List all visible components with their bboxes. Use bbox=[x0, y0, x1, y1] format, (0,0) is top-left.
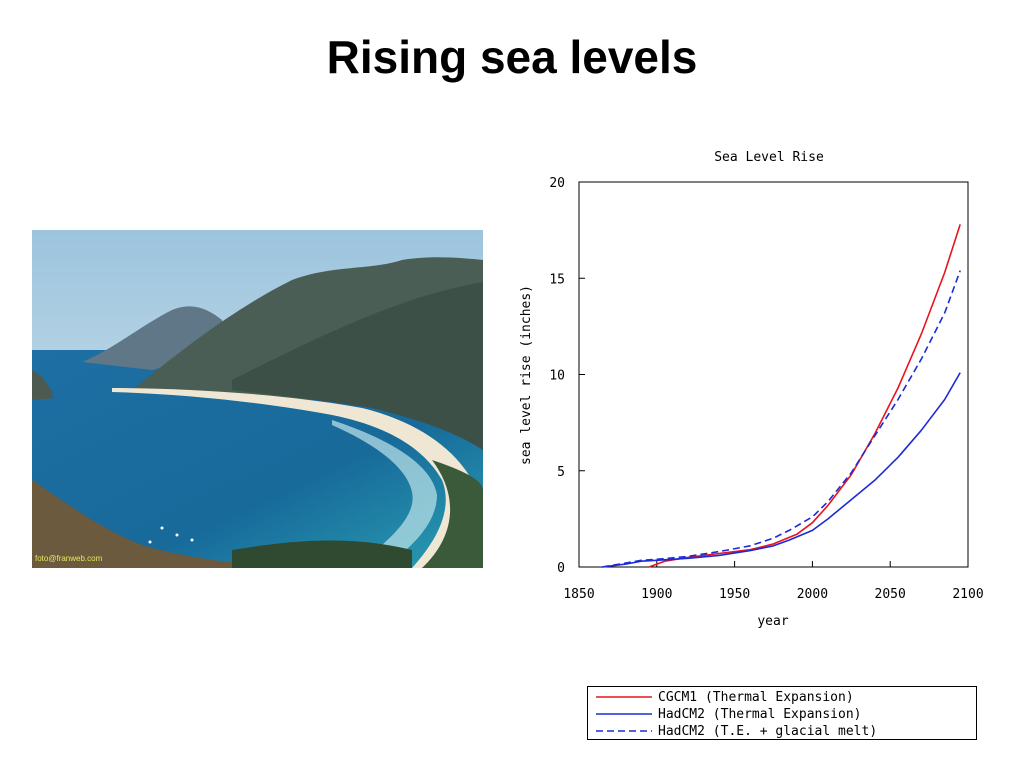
x-axis-ticks: 1850 1900 1950 2000 2050 2100 bbox=[563, 561, 984, 602]
y-tick-label: 20 bbox=[549, 176, 565, 191]
x-tick-label: 1950 bbox=[719, 587, 750, 602]
coastal-photo-image bbox=[32, 230, 483, 568]
y-axis-label: sea level rise (inches) bbox=[519, 285, 534, 465]
legend-swatch-red-solid bbox=[596, 696, 652, 698]
x-tick-label: 1850 bbox=[563, 587, 594, 602]
chart-title: Sea Level Rise bbox=[714, 150, 824, 165]
y-axis-ticks: 0 5 10 15 20 bbox=[549, 176, 585, 576]
legend-swatch-blue-solid bbox=[596, 713, 652, 715]
legend-label: CGCM1 (Thermal Expansion) bbox=[658, 689, 854, 705]
legend-item-cgcm1: CGCM1 (Thermal Expansion) bbox=[596, 688, 854, 706]
legend-swatch-blue-dashed bbox=[596, 730, 652, 732]
legend-item-hadcm2-te: HadCM2 (Thermal Expansion) bbox=[596, 705, 862, 723]
x-tick-label: 2050 bbox=[875, 587, 906, 602]
x-tick-label: 1900 bbox=[641, 587, 672, 602]
y-tick-label: 0 bbox=[557, 561, 565, 576]
legend-label: HadCM2 (T.E. + glacial melt) bbox=[658, 723, 878, 739]
sea-level-chart: Sea Level Rise 0 5 10 15 20 1850 1900 1950 2000… bbox=[510, 140, 1010, 640]
series-line-0 bbox=[648, 224, 961, 568]
slide-title: Rising sea levels bbox=[326, 31, 698, 83]
y-tick-label: 5 bbox=[557, 465, 565, 480]
y-tick-label: 10 bbox=[549, 369, 565, 384]
x-tick-label: 2000 bbox=[797, 587, 828, 602]
legend-item-hadcm2-glacial: HadCM2 (T.E. + glacial melt) bbox=[596, 722, 877, 740]
legend-label: HadCM2 (Thermal Expansion) bbox=[658, 706, 862, 722]
y-tick-label: 15 bbox=[549, 272, 565, 287]
plot-frame bbox=[578, 181, 969, 568]
series-lines bbox=[602, 224, 961, 568]
series-line-1 bbox=[602, 372, 961, 568]
series-line-2 bbox=[602, 270, 961, 568]
x-axis-label: year bbox=[757, 614, 788, 629]
sea-level-chart-svg: Sea Level Rise 0 5 10 15 20 1850 1900 1950 2000… bbox=[519, 150, 984, 629]
x-tick-label: 2100 bbox=[952, 587, 983, 602]
photo-credit: foto@franweb.com bbox=[35, 554, 103, 563]
coastal-photo: foto@franweb.com bbox=[32, 230, 483, 568]
chart-legend: CGCM1 (Thermal Expansion) HadCM2 (Therma… bbox=[587, 686, 977, 740]
